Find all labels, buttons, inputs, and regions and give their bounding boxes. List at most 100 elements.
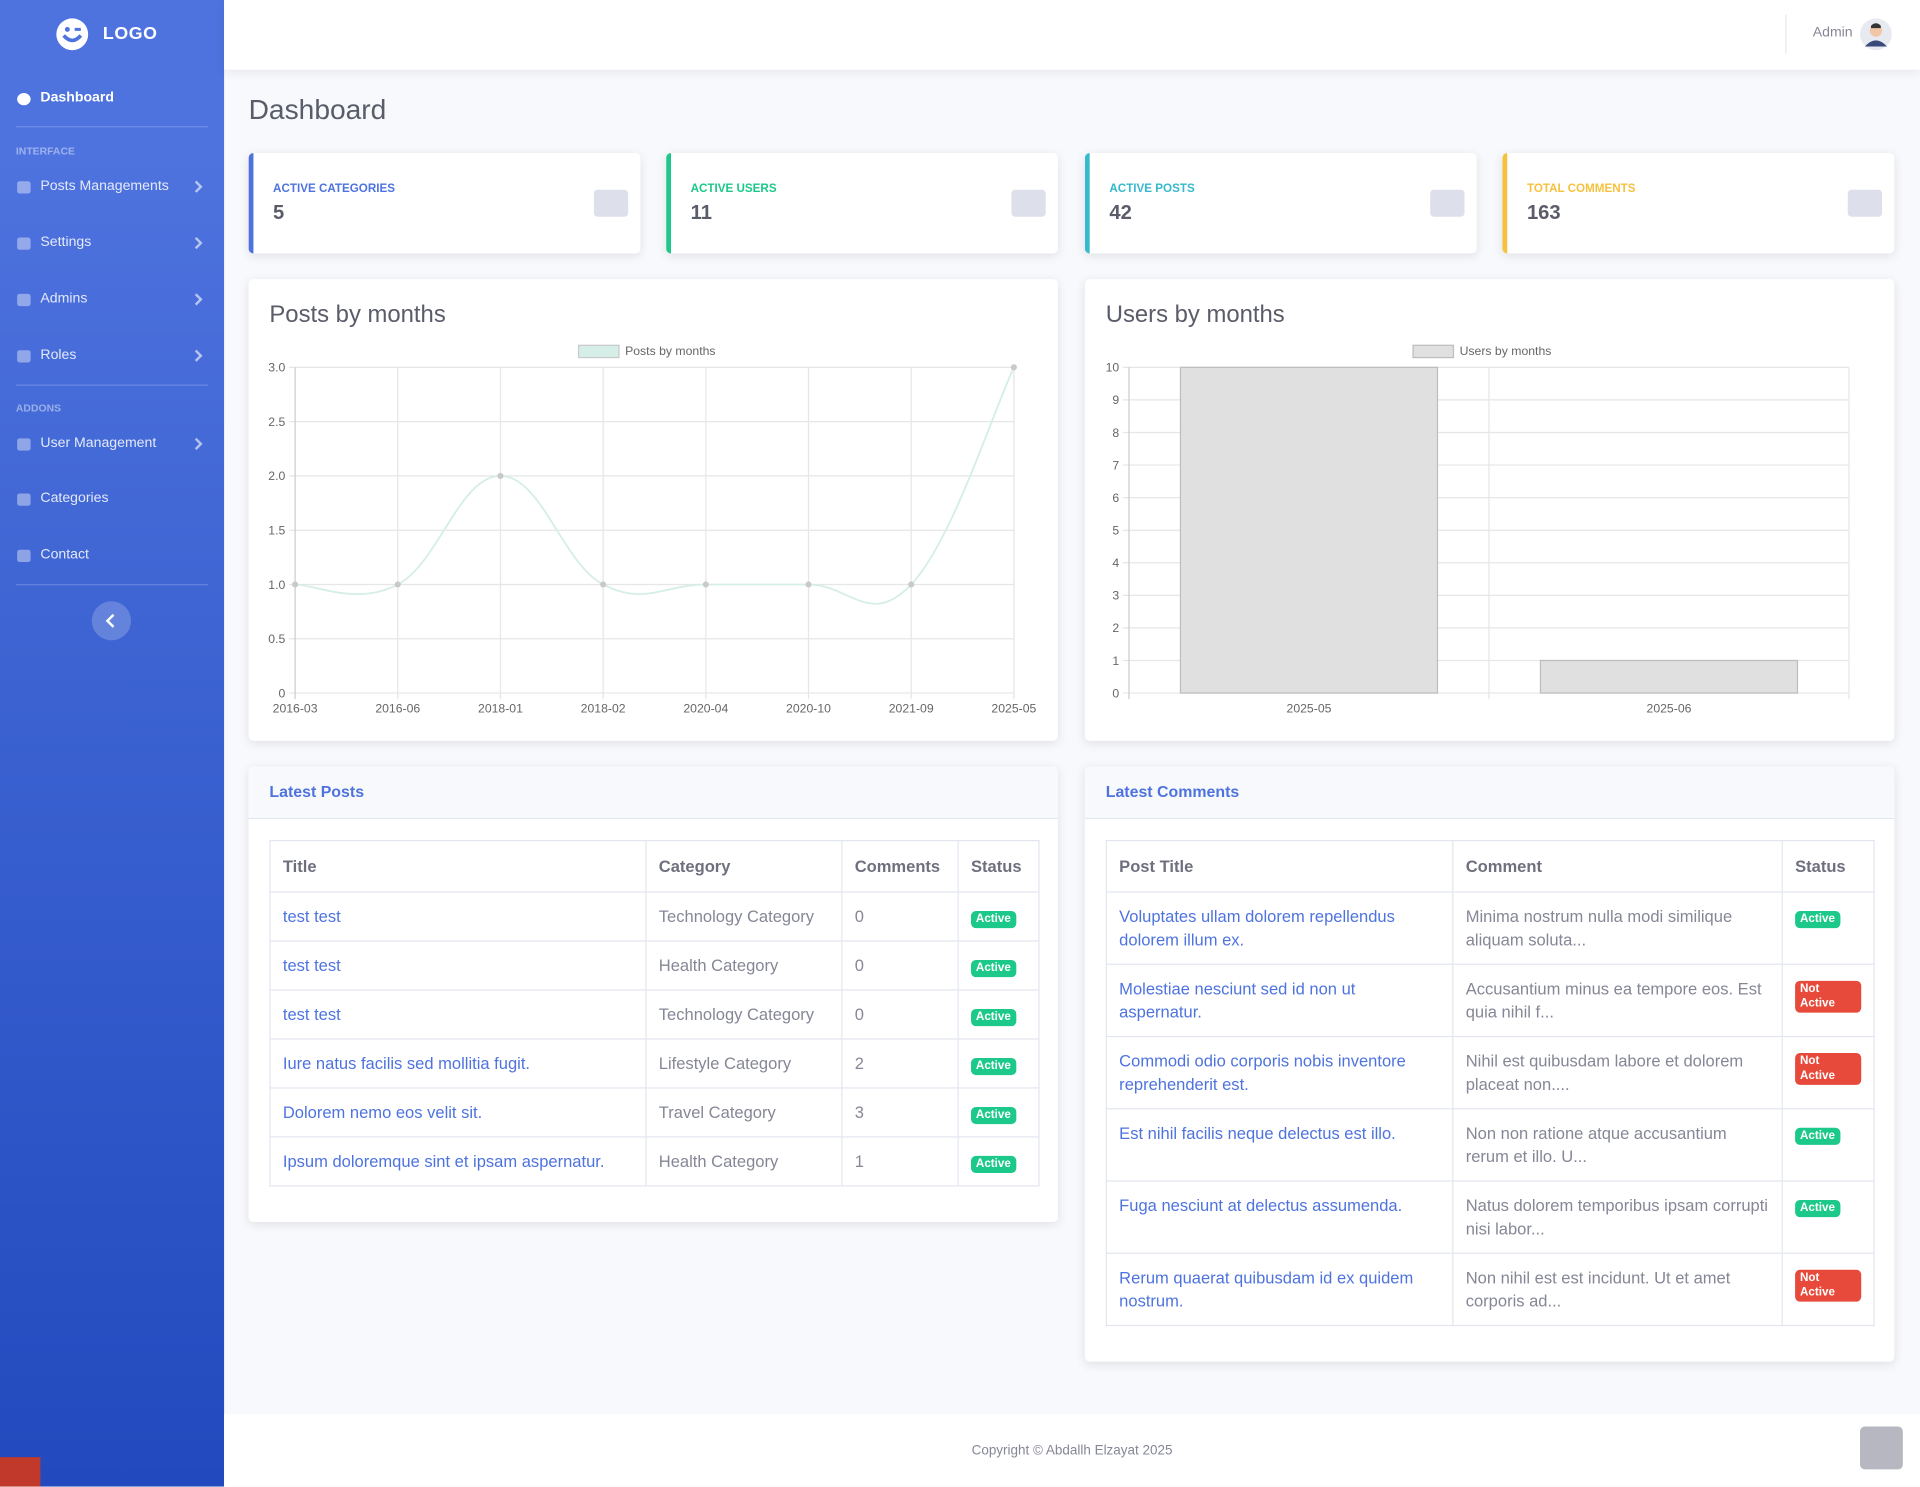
text-cell: Non nihil est est incidunt. Ut et amet c… bbox=[1452, 1252, 1783, 1327]
status-badge: Active bbox=[971, 1106, 1016, 1125]
legend-label: Users by months bbox=[1460, 344, 1552, 358]
table-row: Molestiae nesciunt sed id non ut asperna… bbox=[1105, 963, 1875, 1038]
menu-label: Posts Managements bbox=[40, 178, 169, 194]
topbar: Admin bbox=[224, 0, 1920, 70]
text-cell: Non non ratione atque accusantium rerum … bbox=[1452, 1108, 1783, 1182]
table-title: Latest Comments bbox=[1105, 782, 1240, 801]
link-cell[interactable]: Dolorem nemo eos velit sit. bbox=[269, 1087, 647, 1138]
table-row: Dolorem nemo eos velit sit. Travel Catego… bbox=[269, 1087, 1040, 1138]
x-tick-label: 2020-04 bbox=[683, 702, 728, 716]
status-cell: Active bbox=[957, 891, 1040, 942]
stat-label: TOTAL COMMENTS bbox=[1526, 182, 1636, 196]
menu-arrow bbox=[190, 180, 203, 193]
text-cell: Lifestyle Category bbox=[645, 1038, 843, 1089]
column-header: Status bbox=[957, 839, 1040, 893]
menu-icon bbox=[17, 93, 31, 106]
text-cell: 0 bbox=[841, 989, 959, 1040]
x-tick-label: 2016-06 bbox=[375, 702, 420, 716]
stat-card: ACTIVE CATEGORIES 5 bbox=[248, 153, 641, 254]
icon-shape bbox=[1011, 189, 1046, 217]
y-tick-label: 10 bbox=[1106, 361, 1120, 375]
menu-icon bbox=[17, 438, 31, 451]
link-cell[interactable]: Ipsum doloremque sint et ipsam aspernatu… bbox=[269, 1136, 647, 1187]
x-tick-label: 2021-09 bbox=[889, 702, 934, 716]
point bbox=[805, 581, 812, 588]
link-cell[interactable]: Iure natus facilis sed mollitia fugit. bbox=[269, 1038, 647, 1089]
menu-item[interactable]: Categories bbox=[0, 485, 224, 514]
sidebar-divider bbox=[15, 126, 209, 128]
table-title: Latest Posts bbox=[269, 782, 365, 801]
menu-item[interactable]: Dashboard bbox=[0, 84, 224, 113]
link-cell[interactable]: Commodi odio corporis nobis inventore re… bbox=[1105, 1035, 1454, 1110]
column-header: Comment bbox=[1452, 839, 1783, 893]
point bbox=[600, 581, 607, 588]
menu-label: Categories bbox=[40, 491, 109, 506]
column-header: Comments bbox=[841, 839, 959, 893]
link-cell[interactable]: test test bbox=[269, 940, 647, 991]
scroll-top[interactable] bbox=[1860, 1426, 1903, 1470]
icon-shape bbox=[1430, 189, 1465, 217]
link-cell[interactable]: Voluptates ullam dolorem repellendus dol… bbox=[1105, 891, 1454, 965]
header-row: Post Title Comment Status bbox=[1105, 839, 1875, 893]
text-cell: Accusantium minus ea tempore eos. Est qu… bbox=[1452, 963, 1783, 1038]
data-table: Post Title Comment Status Voluptates ullam … bbox=[1105, 839, 1875, 1327]
status-cell: Active bbox=[957, 1087, 1040, 1138]
status-badge: Active bbox=[1795, 1127, 1840, 1145]
link-cell[interactable]: Molestiae nesciunt sed id non ut asperna… bbox=[1105, 963, 1454, 1038]
menu-arrow bbox=[190, 349, 203, 362]
column-header: Post Title bbox=[1105, 839, 1454, 893]
status-cell: Not Active bbox=[1781, 1252, 1875, 1327]
x-tick-label: 2018-01 bbox=[478, 702, 523, 716]
menu-item[interactable]: Roles bbox=[0, 342, 224, 371]
header-row: Title Category Comments Status bbox=[269, 839, 1040, 893]
menu-label: Admins bbox=[40, 291, 88, 307]
chart: Users by months Users by months 0 1 2 3 4 5 6 7 8 9… bbox=[1106, 301, 1850, 716]
menu-label: Roles bbox=[40, 347, 77, 363]
menu-item[interactable]: Admins bbox=[0, 285, 224, 314]
link-cell[interactable]: Rerum quaerat quibusdam id ex quidem nos… bbox=[1105, 1252, 1454, 1327]
point bbox=[702, 581, 709, 588]
table-card: Latest Comments Post Title Comment Status Vo… bbox=[1084, 766, 1895, 1362]
text-cell: Health Category bbox=[645, 1136, 843, 1187]
chart: Posts by months Posts by months 0 0.5 1.0 1.5… bbox=[268, 301, 1036, 716]
y-tick-label: 2.5 bbox=[268, 415, 285, 429]
menu-icon bbox=[17, 350, 31, 363]
point bbox=[497, 472, 504, 479]
status-cell: Active bbox=[1781, 1108, 1875, 1182]
line bbox=[295, 366, 1015, 605]
bar bbox=[1179, 366, 1439, 694]
chart-title: Users by months bbox=[1106, 301, 1285, 328]
avatar[interactable] bbox=[1860, 18, 1892, 51]
footer: Copyright © Abdallh Elzayat 2025 bbox=[224, 1414, 1920, 1487]
stat-label: ACTIVE POSTS bbox=[1109, 182, 1195, 196]
link-cell[interactable]: Est nihil facilis neque delectus est ill… bbox=[1105, 1108, 1454, 1182]
link-cell[interactable]: test test bbox=[269, 891, 647, 942]
menu-item[interactable]: Contact bbox=[0, 541, 224, 570]
link-cell[interactable]: Fuga nesciunt at delectus assumenda. bbox=[1105, 1180, 1454, 1254]
menu-label: Settings bbox=[40, 235, 92, 250]
menu-item[interactable]: User Management bbox=[0, 430, 224, 459]
chart-title: Posts by months bbox=[269, 301, 445, 328]
status-badge: Active bbox=[971, 1057, 1016, 1076]
menu-icon bbox=[17, 549, 31, 563]
y-tick-label: 1 bbox=[1112, 654, 1119, 668]
point bbox=[1010, 364, 1017, 371]
y-tick-label: 0.5 bbox=[268, 632, 285, 646]
stat-icon bbox=[1430, 189, 1465, 217]
x-tick-label: 2018-02 bbox=[581, 702, 626, 716]
y-tick-label: 3.0 bbox=[268, 361, 285, 375]
sidebar-toggle[interactable] bbox=[91, 601, 132, 641]
chart-card: Users by months Users by months 0 1 2 3 4 5 6 7 8 9… bbox=[1084, 279, 1895, 741]
table-row: Ipsum doloremque sint et ipsam aspernatu… bbox=[269, 1136, 1040, 1187]
corner-icon bbox=[0, 1457, 41, 1487]
menu-item[interactable]: Posts Managements bbox=[0, 173, 224, 202]
menu-icon bbox=[17, 493, 31, 506]
status-cell: Active bbox=[957, 940, 1040, 991]
menu-item[interactable]: Settings bbox=[0, 229, 224, 258]
menu-icon bbox=[17, 293, 31, 307]
user-name[interactable]: Admin bbox=[1812, 25, 1853, 41]
y-tick-label: 0 bbox=[1112, 686, 1119, 700]
link-cell[interactable]: test test bbox=[269, 989, 647, 1040]
